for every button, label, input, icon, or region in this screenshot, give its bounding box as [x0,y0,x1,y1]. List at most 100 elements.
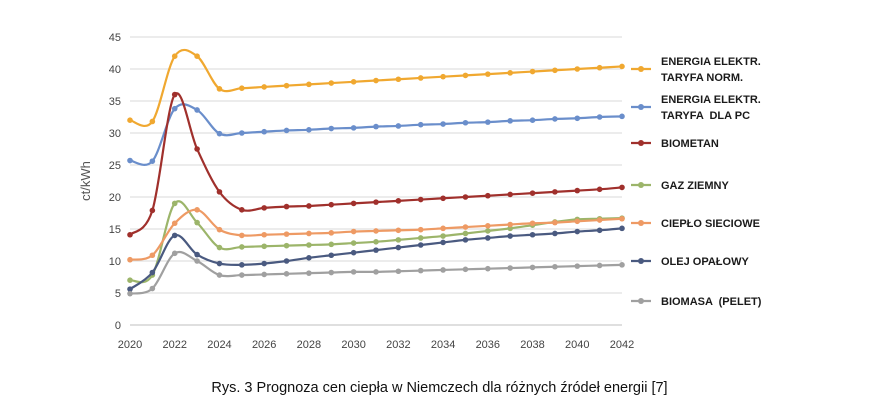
data-point [328,241,335,248]
legend-label: BIOMETAN [661,138,719,150]
x-tick-label: 2026 [252,339,276,351]
data-point [552,219,558,226]
data-point [350,240,357,246]
x-tick-label: 2024 [207,339,231,351]
data-point [283,258,290,264]
data-point [395,268,402,275]
legend-item: ENERGIA ELEKTR. TARYFA DLA PC [631,94,761,122]
legend-label: GAZ ZIEMNY [661,180,729,192]
data-point [194,219,200,226]
data-point [507,118,513,124]
data-point [574,218,581,225]
data-point [619,215,625,222]
series-group [127,200,625,284]
x-tick-label: 2020 [118,339,142,351]
data-point [485,71,491,77]
legend-item: GAZ ZIEMNY [631,180,729,192]
data-point [283,231,290,237]
data-point [529,231,536,238]
data-point [216,272,223,278]
data-point [194,146,200,152]
y-tick-label: 15 [109,224,121,236]
data-point [395,237,402,243]
data-point [619,225,625,232]
data-point [417,235,424,241]
data-point [395,198,402,204]
legend-marker [638,298,644,304]
data-point [328,230,335,236]
data-point [283,203,290,210]
legend-marker [638,258,644,264]
data-point [171,53,178,59]
data-point [440,233,446,239]
data-point [485,235,491,241]
data-point [417,267,424,274]
data-point [127,117,133,123]
data-point [239,207,245,213]
data-point [395,244,402,251]
data-point [395,227,402,234]
data-point [149,269,156,276]
data-point [261,271,267,278]
line-chart: 0 5 10 15 20 25 30 35 40 45 2020 2022 2024 2026 2028 20… [78,32,762,351]
data-point [283,127,290,134]
data-point [552,230,558,237]
data-point [440,121,446,127]
x-tick-label: 2042 [610,339,634,351]
series-group [127,250,625,297]
data-point [216,86,223,92]
legend: ENERGIA ELEKTR. TARYFA NORM. ENERGIA ELEKT… [631,56,762,308]
data-point [619,184,625,191]
data-point [239,232,245,239]
data-point [328,201,335,208]
data-point [619,262,625,268]
legend-marker [638,104,644,110]
data-point [127,231,133,238]
data-point [462,194,469,200]
data-point [417,75,424,81]
data-point [328,80,335,86]
data-point [507,265,513,271]
data-point [216,244,223,251]
data-point [417,242,424,248]
data-point [574,115,581,122]
legend-marker [638,140,644,146]
x-tick-label: 2028 [297,339,321,351]
data-point [306,254,312,261]
series-group [127,225,625,292]
data-point [239,85,245,91]
figure-caption: Rys. 3 Prognoza cen ciepła w Niemczech d… [211,380,668,396]
series-line [129,227,623,291]
data-point [619,63,625,70]
legend-label: TARYFA NORM. [661,72,743,84]
data-point [261,128,267,135]
series-line [129,103,623,166]
data-point [216,226,223,233]
data-point [373,239,379,245]
y-axis-label: ct/kWh [78,161,93,201]
y-tick-label: 0 [115,320,121,332]
data-point [239,130,245,136]
data-point [596,114,603,120]
data-point [552,116,558,122]
data-point [417,121,424,128]
legend-item: CIEPŁO SIECIOWE [631,218,760,230]
legend-label: ENERGIA ELEKTR. [661,56,761,68]
data-point [194,251,200,258]
data-point [529,117,536,123]
legend-label: BIOMASA (PELET) [661,296,762,308]
legend-label: ENERGIA ELEKTR. [661,94,761,106]
y-tick-label: 35 [109,96,121,108]
data-point [440,195,446,202]
data-point [350,269,357,275]
data-point [485,119,491,125]
data-point [462,72,469,79]
x-tick-label: 2040 [565,339,589,351]
data-point [350,200,357,207]
data-point [507,221,513,228]
data-point [149,158,156,164]
data-point [440,73,446,80]
data-point [596,227,603,234]
data-point [373,269,379,275]
data-point [149,252,156,259]
